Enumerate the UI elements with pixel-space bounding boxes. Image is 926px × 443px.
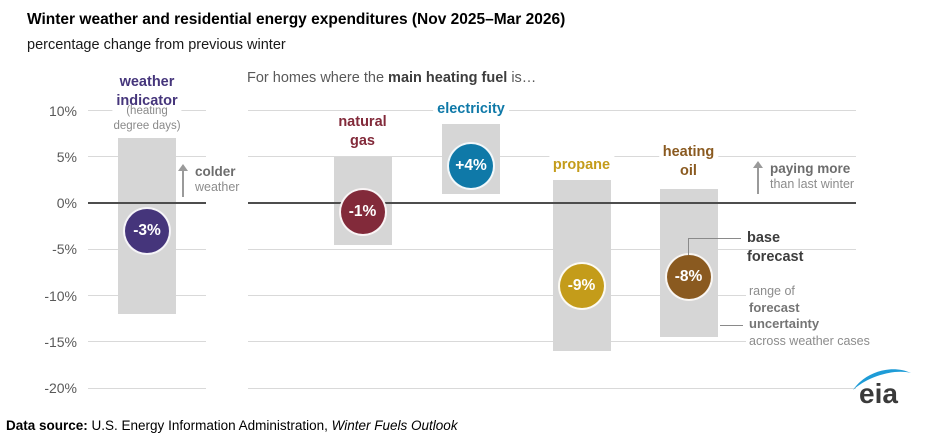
- base-forecast-marker-propane: -9%: [557, 262, 606, 311]
- paying-more-annotation: paying more than last winter: [753, 161, 854, 194]
- series-label-propane: propane: [548, 156, 615, 175]
- base-forecast-marker-heating-oil: -8%: [664, 253, 713, 301]
- base-forecast-marker-weather-indicator: -3%: [123, 206, 171, 255]
- figure-title: Winter weather and residential energy ex…: [27, 11, 566, 28]
- arrow-shaft: [182, 169, 184, 197]
- y-axis-tick-label: -20%: [44, 380, 77, 396]
- panel-caption-prefix: For homes where the: [247, 70, 389, 86]
- gridline: [248, 110, 856, 111]
- data-source-note: Data source: U.S. Energy Information Adm…: [6, 418, 458, 433]
- zero-axis-line: [248, 202, 856, 204]
- series-label-heating-oil: heating oil: [658, 143, 719, 181]
- arrow-head: [753, 161, 763, 168]
- y-axis-tick-label: 0%: [56, 195, 77, 211]
- forecast-label: forecast: [747, 249, 804, 265]
- base-forecast-annotation: base forecast: [747, 229, 803, 267]
- series-label-weather-indicator: weather indicator: [112, 73, 182, 111]
- series-label-line: oil: [680, 163, 697, 179]
- base-forecast-marker-natural-gas: -1%: [338, 188, 387, 237]
- series-sublabel-weather-indicator: (heating degree days): [113, 104, 180, 134]
- up-arrow-icon: [178, 164, 188, 197]
- gridline: [248, 387, 856, 389]
- series-sublabel-line: degree days): [113, 120, 181, 132]
- uncertainty-connector-line: [720, 325, 743, 326]
- colder-weather-text: colder weather: [195, 164, 239, 197]
- paying-more-label: paying more: [770, 161, 851, 176]
- weather-label: weather: [195, 180, 240, 194]
- series-label-line: electricity: [437, 101, 505, 117]
- base-label: base: [747, 230, 781, 246]
- eia-logo-graphic: eia: [853, 369, 911, 409]
- panel-caption-suffix: is…: [507, 70, 537, 86]
- gridline: [88, 387, 206, 389]
- eia-swoosh-icon: [853, 369, 911, 390]
- series-label-line: gas: [350, 133, 375, 149]
- base-forecast-marker-electricity: +4%: [447, 142, 495, 190]
- zero-axis-line: [88, 202, 206, 204]
- series-label-electricity: electricity: [433, 100, 509, 119]
- figure-subtitle: percentage change from previous winter: [27, 37, 286, 53]
- y-axis-tick-label: -5%: [52, 241, 77, 258]
- arrow-head: [178, 164, 188, 171]
- eia-logo: eia: [851, 363, 913, 412]
- gridline: [248, 341, 856, 343]
- paying-more-text: paying more than last winter: [770, 161, 854, 194]
- data-source-label: Data source:: [6, 418, 88, 433]
- series-label-natural-gas: natural gas: [334, 113, 391, 151]
- arrow-shaft: [757, 166, 759, 194]
- series-label-line: propane: [552, 157, 611, 173]
- y-axis-tick-label: -10%: [44, 287, 77, 304]
- y-axis-tick-label: 5%: [56, 148, 77, 165]
- across-weather-cases-label: across weather cases: [749, 333, 870, 348]
- uncertainty-bold-label: uncertainty: [749, 316, 820, 331]
- colder-label: colder: [195, 164, 236, 179]
- eia-logo-text: eia: [859, 378, 898, 407]
- colder-weather-annotation: colder weather: [178, 164, 239, 197]
- range-of-label: range of: [749, 284, 795, 298]
- data-source-text: U.S. Energy Information Administration,: [87, 418, 332, 433]
- forecast-bold-label: forecast: [749, 299, 800, 315]
- gridline: [88, 341, 206, 343]
- gridline: [248, 248, 856, 250]
- panel-caption: For homes where the main heating fuel is…: [247, 70, 536, 86]
- up-arrow-icon: [753, 161, 763, 194]
- than-last-winter-label: than last winter: [770, 177, 855, 191]
- uncertainty-annotation: range of forecast uncertainty across wea…: [746, 283, 873, 349]
- series-label-line: heating: [662, 144, 715, 160]
- gridline: [248, 295, 856, 296]
- series-label-line: weather: [119, 74, 175, 90]
- y-axis-tick-label: -15%: [44, 333, 77, 350]
- series-sublabel-line: (heating: [126, 105, 168, 117]
- series-label-line: indicator: [116, 93, 178, 109]
- y-axis-tick-label: 10%: [48, 102, 77, 119]
- base-forecast-connector-line: [688, 238, 741, 255]
- publication-name: Winter Fuels Outlook: [331, 418, 458, 433]
- series-label-line: natural: [338, 114, 387, 130]
- panel-caption-bold: main heating fuel: [388, 70, 508, 86]
